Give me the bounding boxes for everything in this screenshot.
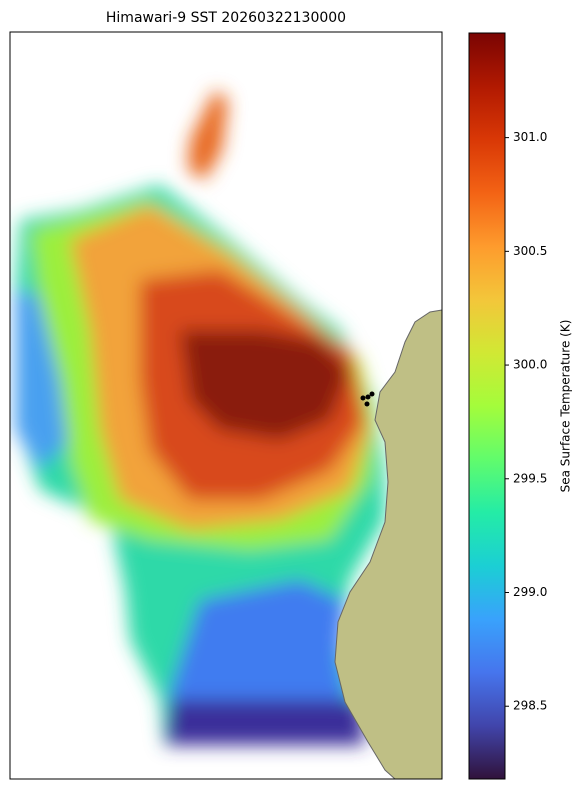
colorbar-tick-label: 298.5	[513, 699, 547, 713]
map-frame	[9, 31, 443, 780]
colorbar-tick-label: 300.0	[513, 358, 547, 372]
colorbar-tick-label: 300.5	[513, 244, 547, 258]
colorbar-tick-label: 299.5	[513, 471, 547, 485]
land	[334, 309, 442, 779]
chart-title: Himawari-9 SST 20260322130000	[106, 10, 346, 26]
colorbar	[468, 32, 506, 780]
colorbar-label: Sea Surface Temperature (K)	[559, 320, 573, 493]
station-markers	[360, 391, 375, 407]
colorbar-tick-label: 301.0	[513, 130, 547, 144]
colorbar-tick-label: 299.0	[513, 585, 547, 599]
sst-field	[15, 90, 385, 745]
sst-map	[10, 32, 442, 779]
